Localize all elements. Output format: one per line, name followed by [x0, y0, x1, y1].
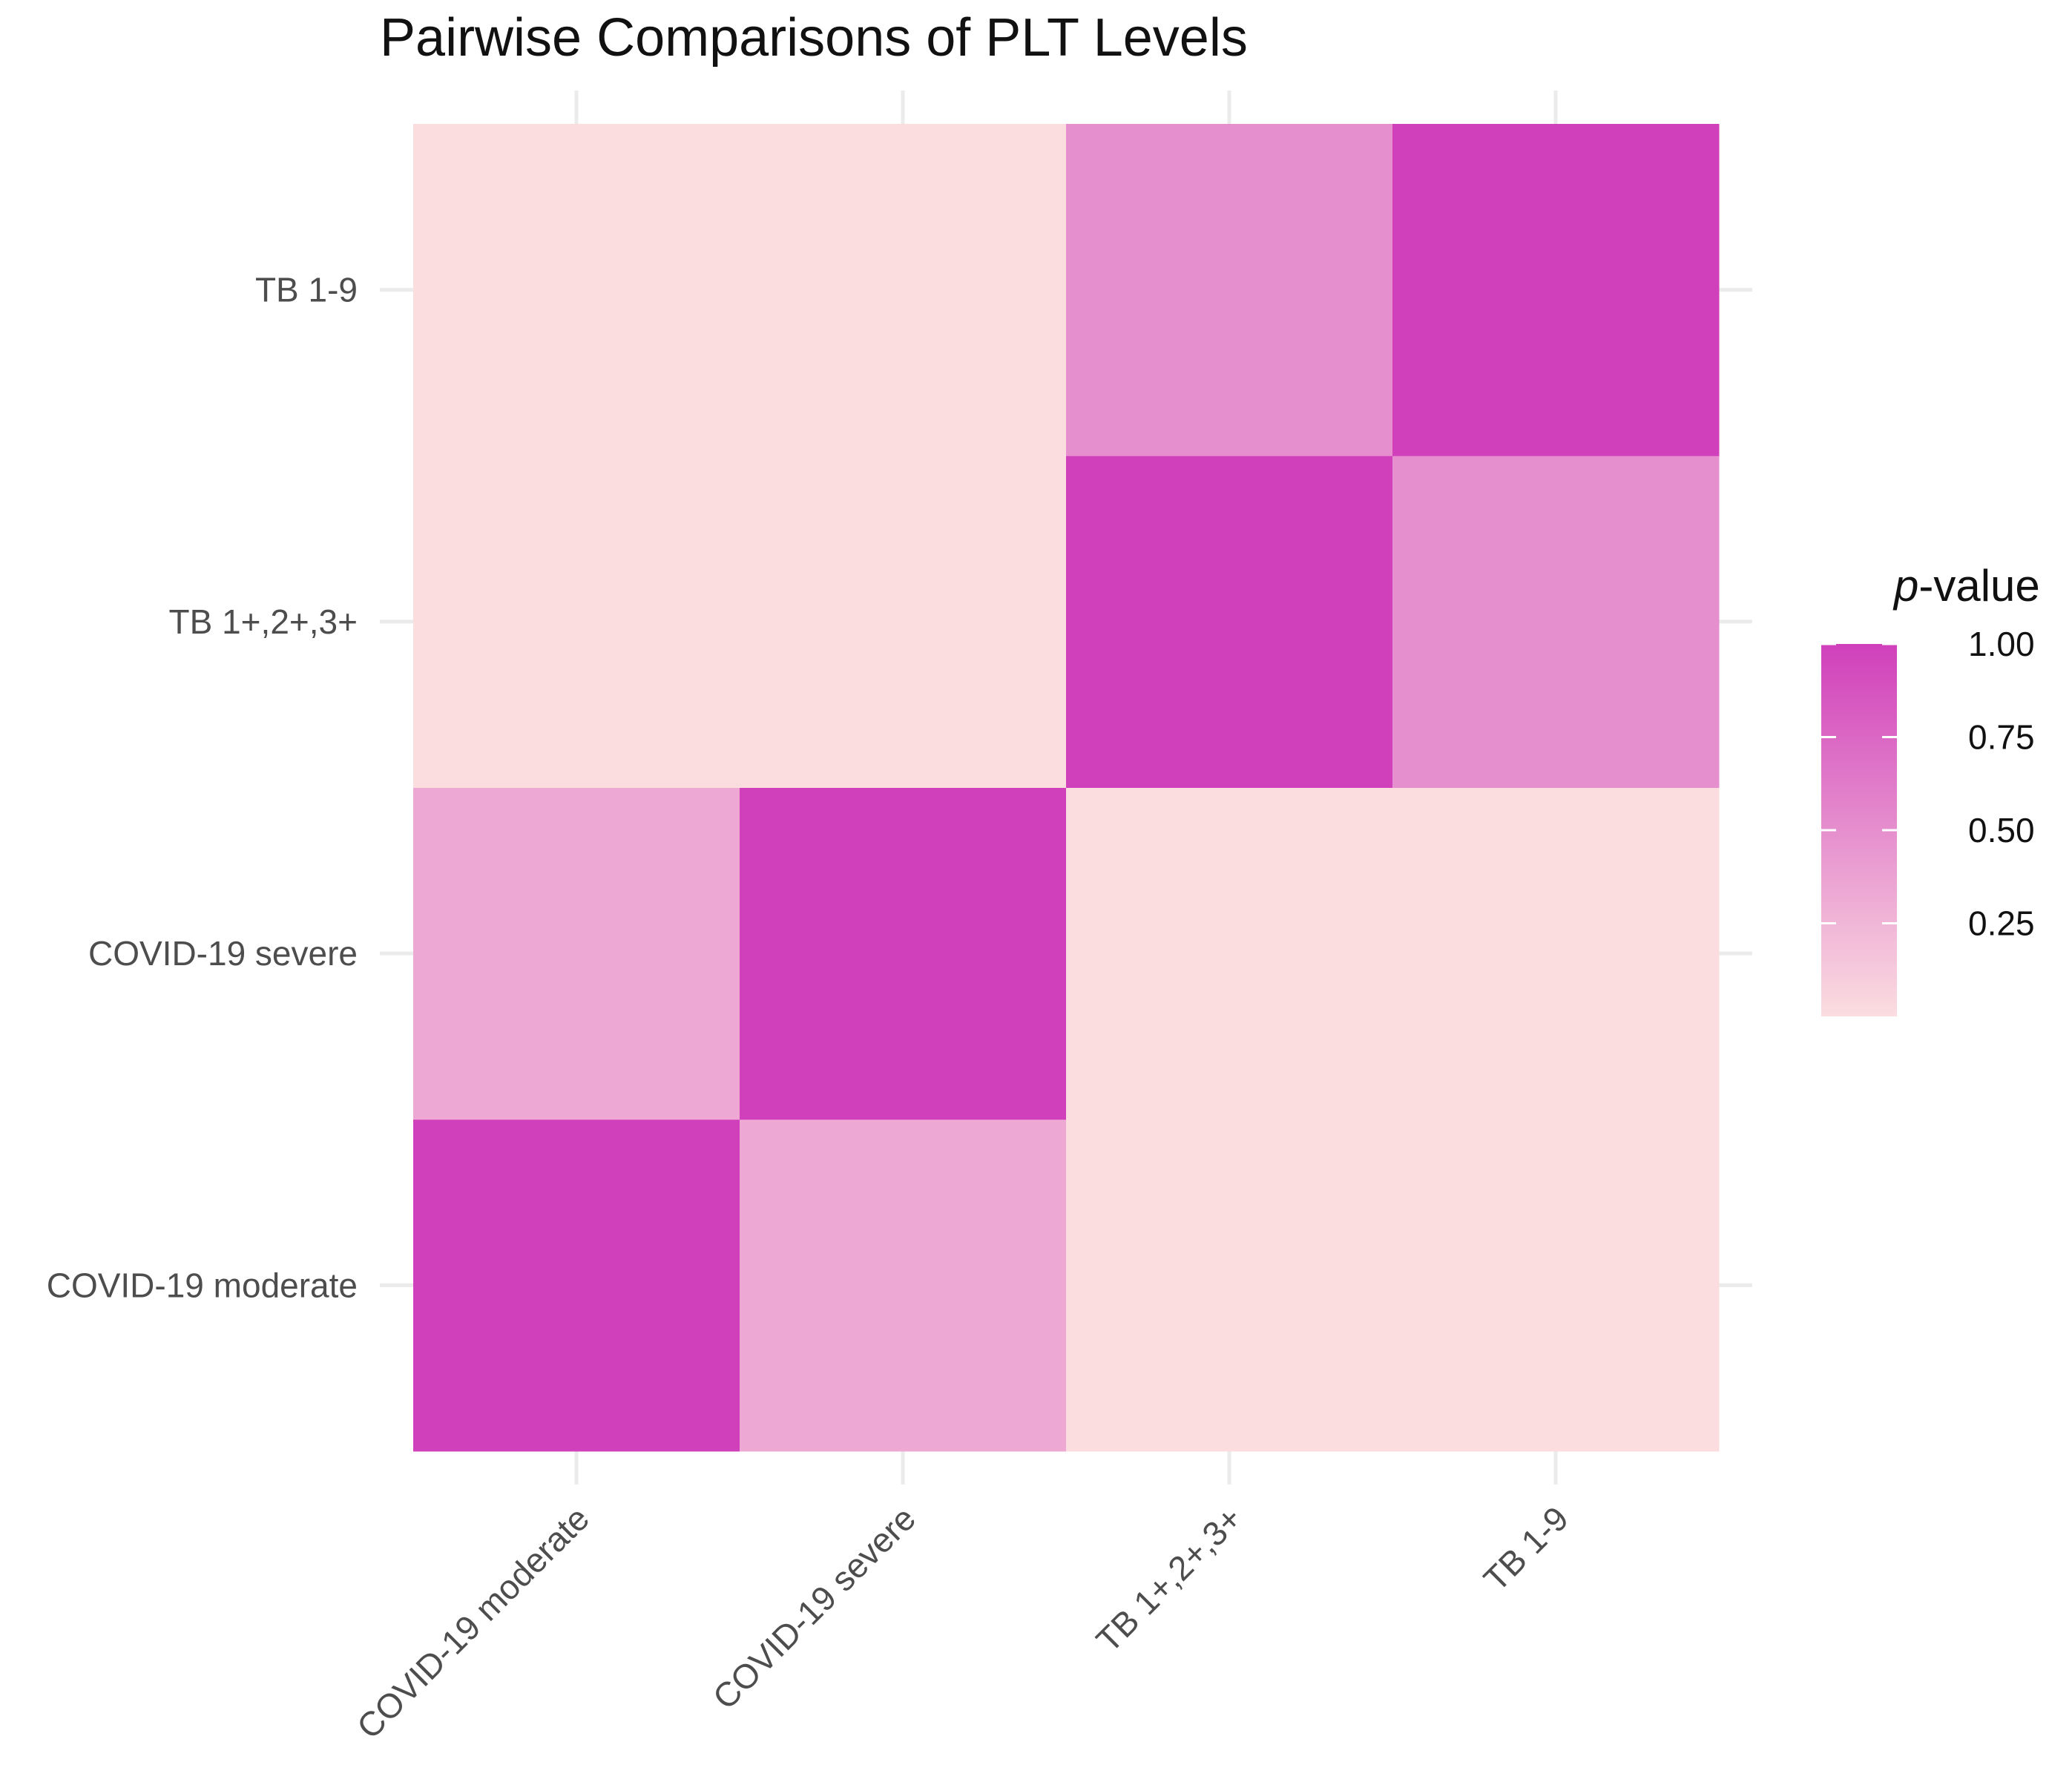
color-legend: p-value 1.00 0.75 0.50 0.25: [1821, 561, 2040, 1016]
heatmap-cell: [413, 787, 740, 1120]
heatmap-cell: [740, 456, 1067, 788]
heatmap-cell: [1392, 1119, 1720, 1452]
y-tick-label: TB 1-9: [255, 271, 358, 309]
heatmap-cell: [1392, 124, 1720, 456]
heatmap-cell: [413, 124, 740, 456]
heatmap-cell: [740, 1119, 1067, 1452]
legend-title-prefix: p: [1892, 561, 1918, 611]
legend-title: p-value: [1892, 561, 2040, 611]
y-axis-tick-labels: COVID-19 moderate COVID-19 severe TB 1+,2+…: [47, 271, 358, 1305]
heatmap-cell: [413, 456, 740, 788]
heatmap-cell: [1066, 1119, 1393, 1452]
legend-title-suffix: -value: [1918, 561, 2039, 611]
y-tick-label: COVID-19 moderate: [47, 1266, 358, 1304]
heatmap-cell: [1066, 456, 1393, 788]
chart-title: Pairwise Comparisons of PLT Levels: [380, 8, 1248, 68]
x-tick-label: COVID-19 severe: [706, 1499, 923, 1716]
legend-tick-label: 0.50: [1968, 811, 2035, 849]
y-tick-label: COVID-19 severe: [88, 934, 358, 973]
legend-ticks: 1.00 0.75 0.50 0.25: [1821, 625, 2035, 943]
heatmap-cell: [1066, 787, 1393, 1120]
legend-tick-label: 0.75: [1968, 718, 2035, 757]
heatmap-cell: [413, 1119, 740, 1452]
heatmap-cell: [740, 124, 1067, 456]
legend-tick-label: 0.25: [1968, 904, 2035, 943]
x-tick-label: TB 1-9: [1476, 1499, 1576, 1598]
heatmap-cells: [413, 124, 1720, 1452]
x-axis-tick-labels: COVID-19 moderate COVID-19 severe TB 1+,2+…: [349, 1499, 1576, 1746]
heatmap-cell: [1392, 456, 1720, 788]
x-tick-label: TB 1+,2+,3+: [1088, 1499, 1249, 1660]
x-tick-label: COVID-19 moderate: [349, 1499, 596, 1746]
legend-tick-label: 1.00: [1968, 625, 2035, 663]
heatmap-cell: [740, 787, 1067, 1120]
heatmap-cell: [1066, 124, 1393, 456]
y-tick-label: TB 1+,2+,3+: [169, 602, 358, 641]
heatmap-cell: [1392, 787, 1720, 1120]
